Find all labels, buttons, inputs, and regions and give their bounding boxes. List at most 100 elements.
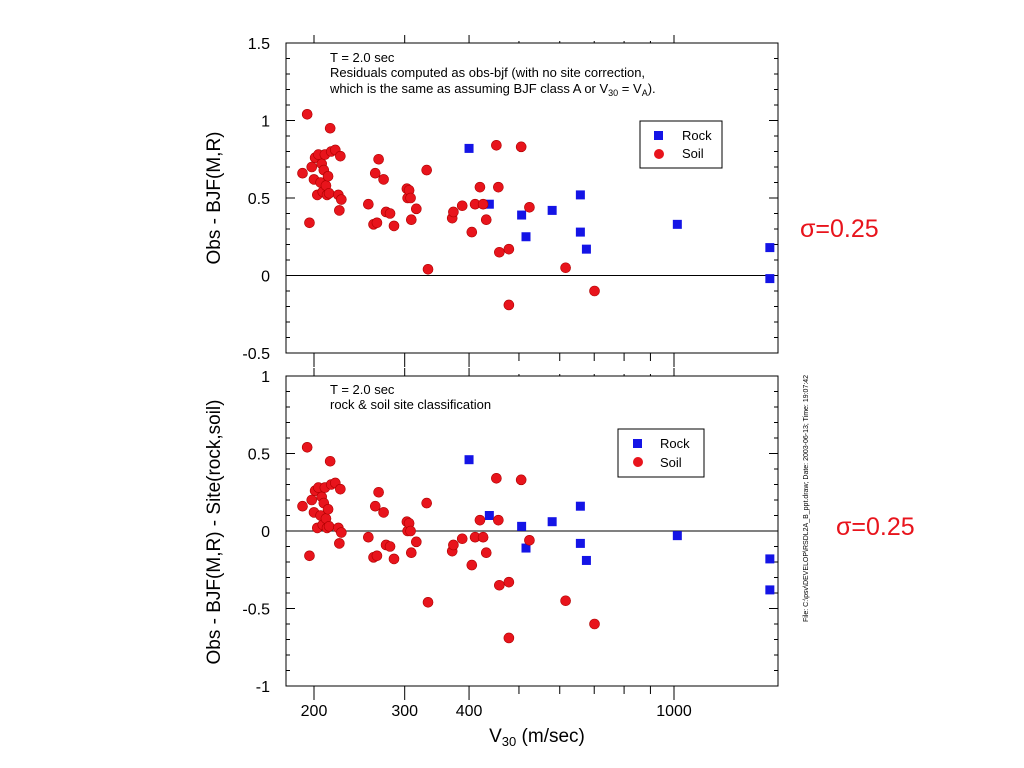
top-annotation-line-1: T = 2.0 sec: [330, 50, 395, 65]
top-rock-point: [581, 244, 591, 254]
bottom-soil-point: [301, 441, 313, 453]
bottom-soil-point: [388, 553, 400, 565]
bottom-y-axis-title: Obs - BJF(M,R) - Site(rock,soil): [204, 400, 225, 665]
top-soil-point: [323, 188, 335, 199]
bottom-soil-point: [335, 483, 346, 495]
bottom-annotation-line-2: rock & soil site classification: [330, 397, 491, 412]
top-legend: Rock Soil: [639, 120, 723, 169]
top-rock-point: [547, 205, 557, 215]
bottom-soil-point: [363, 531, 374, 543]
x-tick-label: 300: [391, 703, 418, 720]
top-annotation-line-2: Residuals computed as obs-bjf (with no s…: [330, 65, 645, 80]
top-y-axis-title: Obs - BJF(M,R): [204, 132, 225, 265]
bottom-soil-point: [448, 539, 459, 551]
top-rock-point: [765, 274, 775, 284]
bottom-soil-point: [480, 547, 492, 559]
bottom-y-tick-label: -0.5: [242, 602, 270, 619]
top-annotation-line-3: which is the same as assuming BJF class …: [329, 81, 656, 98]
bottom-rock-point: [464, 455, 474, 465]
top-rock-point: [672, 219, 682, 229]
top-y-tick-label: -0.5: [242, 346, 270, 363]
top-legend-soil-marker: [654, 149, 664, 159]
bottom-rock-point: [765, 554, 775, 564]
bottom-soil-point: [334, 538, 345, 549]
bottom-soil-point: [411, 536, 422, 548]
bottom-y-ticks: -1 -0.5 0 0.5 1: [242, 369, 778, 696]
bottom-soil-point: [503, 632, 515, 644]
bottom-soil-point: [524, 534, 535, 546]
top-rock-point: [765, 243, 775, 253]
top-soil-point: [474, 181, 486, 193]
top-soil-point: [335, 150, 346, 162]
top-sigma-label: σ=0.25: [800, 215, 879, 243]
top-soil-point: [524, 202, 535, 213]
top-soil-point: [503, 243, 515, 255]
bottom-soil-point: [406, 547, 417, 559]
top-soil-point: [373, 153, 384, 165]
top-soil-point: [363, 198, 374, 210]
top-soil-point: [480, 214, 492, 225]
bottom-rock-point: [517, 521, 527, 531]
bottom-legend-soil-marker: [633, 457, 643, 467]
top-soil-point: [456, 200, 468, 212]
top-soil-point: [503, 299, 515, 311]
bottom-soil-point: [491, 472, 502, 484]
bottom-annotation-line-1: T = 2.0 sec: [330, 382, 395, 397]
top-rock-point: [484, 199, 494, 209]
x-axis-title: V30 (m/sec): [489, 726, 585, 749]
bottom-legend-rock-marker: [633, 439, 642, 448]
top-soil-point: [297, 167, 308, 179]
bottom-soil-point: [421, 497, 432, 509]
bottom-soil-point: [494, 579, 505, 591]
bottom-x-ticks: 200 300 400 1000: [301, 368, 692, 720]
bottom-rock-point: [575, 501, 585, 511]
bottom-rock-point: [672, 531, 682, 541]
top-y-tick-label: 1.5: [248, 36, 270, 53]
bottom-soil-point: [306, 494, 318, 506]
top-rock-point: [575, 190, 585, 200]
bottom-legend: Rock Soil: [617, 428, 705, 478]
bottom-sigma-label: σ=0.25: [836, 513, 915, 541]
top-rock-point: [464, 143, 474, 153]
bottom-soil-point: [384, 541, 396, 552]
top-panel: -0.5 0 0.5 1 1.5 T = 2.0 sec Residuals compu…: [204, 35, 779, 367]
bottom-rock-point: [484, 511, 494, 520]
bottom-soil-point: [373, 486, 384, 498]
top-soil-point: [336, 194, 347, 205]
bottom-soil-point: [477, 531, 489, 543]
top-soil-point: [422, 263, 434, 275]
bottom-rock-point: [765, 585, 775, 595]
bottom-soil-point: [405, 525, 416, 537]
top-soil-point: [515, 141, 527, 153]
bottom-soil-point: [369, 500, 381, 512]
top-soil-point: [322, 171, 334, 182]
top-soil-point: [493, 181, 504, 193]
bottom-legend-rock-label: Rock: [660, 436, 690, 451]
top-soil-point: [388, 220, 400, 232]
top-soil-point: [405, 192, 416, 204]
top-soil-point: [589, 285, 600, 297]
file-info-text: File: C:\psv\DEVELOP\RSDL2A_B_ppt.draw; …: [803, 375, 810, 622]
top-soil-point: [560, 262, 571, 274]
bottom-soil-point: [322, 503, 334, 515]
bottom-soil-point: [503, 576, 515, 588]
x-tick-label: 1000: [656, 703, 692, 720]
top-rock-point: [517, 210, 527, 220]
bottom-rock-point: [521, 543, 531, 553]
bottom-soil-point: [297, 500, 308, 512]
bottom-soil-point: [371, 550, 383, 562]
top-soil-point: [306, 161, 318, 173]
bottom-soil-point: [304, 550, 315, 562]
bottom-y-tick-label: 0: [261, 524, 270, 541]
top-soil-point: [406, 214, 417, 225]
top-y-tick-label: 0: [261, 269, 270, 286]
top-soil-point: [324, 122, 336, 134]
top-rock-point: [521, 232, 531, 242]
top-soil-point: [369, 167, 381, 179]
bottom-rock-point: [581, 555, 591, 565]
top-legend-soil-label: Soil: [682, 146, 704, 161]
bottom-soil-point: [324, 455, 336, 467]
top-soil-point: [448, 206, 459, 218]
bottom-soil-point: [474, 514, 486, 526]
